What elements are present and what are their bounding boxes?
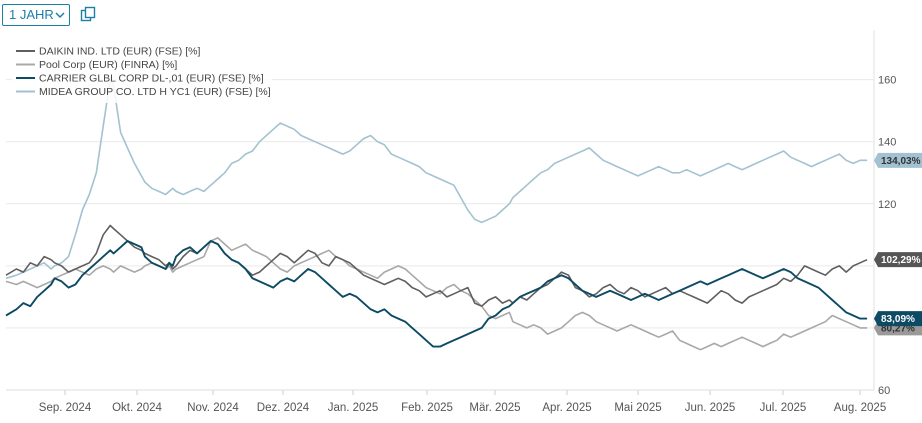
x-tick-label: Mär. 2025 xyxy=(469,402,520,414)
x-tick-label: Jan. 2025 xyxy=(328,402,379,414)
y-tick-label: 120 xyxy=(878,199,896,211)
series-line-1[interactable] xyxy=(5,237,868,351)
end-label-box xyxy=(874,311,922,327)
end-label-box xyxy=(874,152,922,168)
chart-toolbar: 1 JAHR xyxy=(0,0,922,30)
end-label-text: 102,29% xyxy=(881,255,921,266)
legend-item-1[interactable]: Pool Corp (EUR) (FINRA) [%] xyxy=(16,59,177,71)
end-label-0: 102,29% xyxy=(874,252,922,268)
end-label-text: 134,03% xyxy=(881,156,921,167)
legend-item-0[interactable]: DAIKIN IND. LTD (EUR) (FSE) [%] xyxy=(16,46,200,58)
grid xyxy=(6,30,875,391)
period-select[interactable]: 1 JAHR xyxy=(2,4,70,26)
chevron-down-icon xyxy=(55,12,65,19)
x-tick-label: Sep. 2024 xyxy=(39,402,92,414)
copy-icon[interactable] xyxy=(80,6,96,22)
x-tick-label: Feb. 2025 xyxy=(401,402,453,414)
legend-item-2[interactable]: CARRIER GLBL CORP DL-,01 (EUR) (FSE) [%] xyxy=(16,73,264,85)
end-label-3: 134,03% xyxy=(874,152,922,168)
legend-label: MIDEA GROUP CO. LTD H YC1 (EUR) (FSE) [%… xyxy=(39,86,271,98)
x-tick-label: Aug. 2025 xyxy=(834,402,886,414)
x-tick-label: Apr. 2025 xyxy=(542,402,591,414)
x-tick-label: Jun. 2025 xyxy=(685,402,736,414)
legend-label: CARRIER GLBL CORP DL-,01 (EUR) (FSE) [%] xyxy=(39,73,264,85)
x-tick-label: Dez. 2024 xyxy=(257,402,310,414)
legend-label: DAIKIN IND. LTD (EUR) (FSE) [%] xyxy=(39,46,200,58)
end-label-2: 83,09% xyxy=(874,311,922,327)
end-labels: 102,29% 80,27%83,09% 134,03% xyxy=(874,152,922,336)
series-line-3[interactable] xyxy=(5,78,868,280)
period-select-label: 1 JAHR xyxy=(9,7,54,22)
series-line-0[interactable] xyxy=(5,224,868,308)
legend-label: Pool Corp (EUR) (FINRA) [%] xyxy=(39,59,177,71)
end-label-text: 80,27% xyxy=(881,323,915,334)
x-axis: Sep. 2024 Okt. 2024 Nov. 2024 Dez. 2024 Jan.… xyxy=(6,389,886,414)
legend: DAIKIN IND. LTD (EUR) (FSE) [%]Pool Corp… xyxy=(12,41,272,103)
y-tick-label: 60 xyxy=(878,385,890,397)
y-axis: 60 120 140 160 xyxy=(878,75,896,397)
y-tick-label: 160 xyxy=(878,75,896,87)
x-tick-label: Okt. 2024 xyxy=(112,402,162,414)
legend-bg xyxy=(12,41,272,103)
y-tick-label: 140 xyxy=(878,137,896,149)
series-line-2[interactable] xyxy=(5,240,868,348)
end-label-text: 83,09% xyxy=(881,314,915,325)
end-label-box xyxy=(874,252,922,268)
x-tick-label: Mai 2025 xyxy=(614,402,661,414)
x-tick-label: Jul. 2025 xyxy=(760,402,807,414)
legend-item-3[interactable]: MIDEA GROUP CO. LTD H YC1 (EUR) (FSE) [%… xyxy=(16,86,271,98)
x-tick-label: Nov. 2024 xyxy=(187,402,239,414)
series-group xyxy=(5,78,868,351)
